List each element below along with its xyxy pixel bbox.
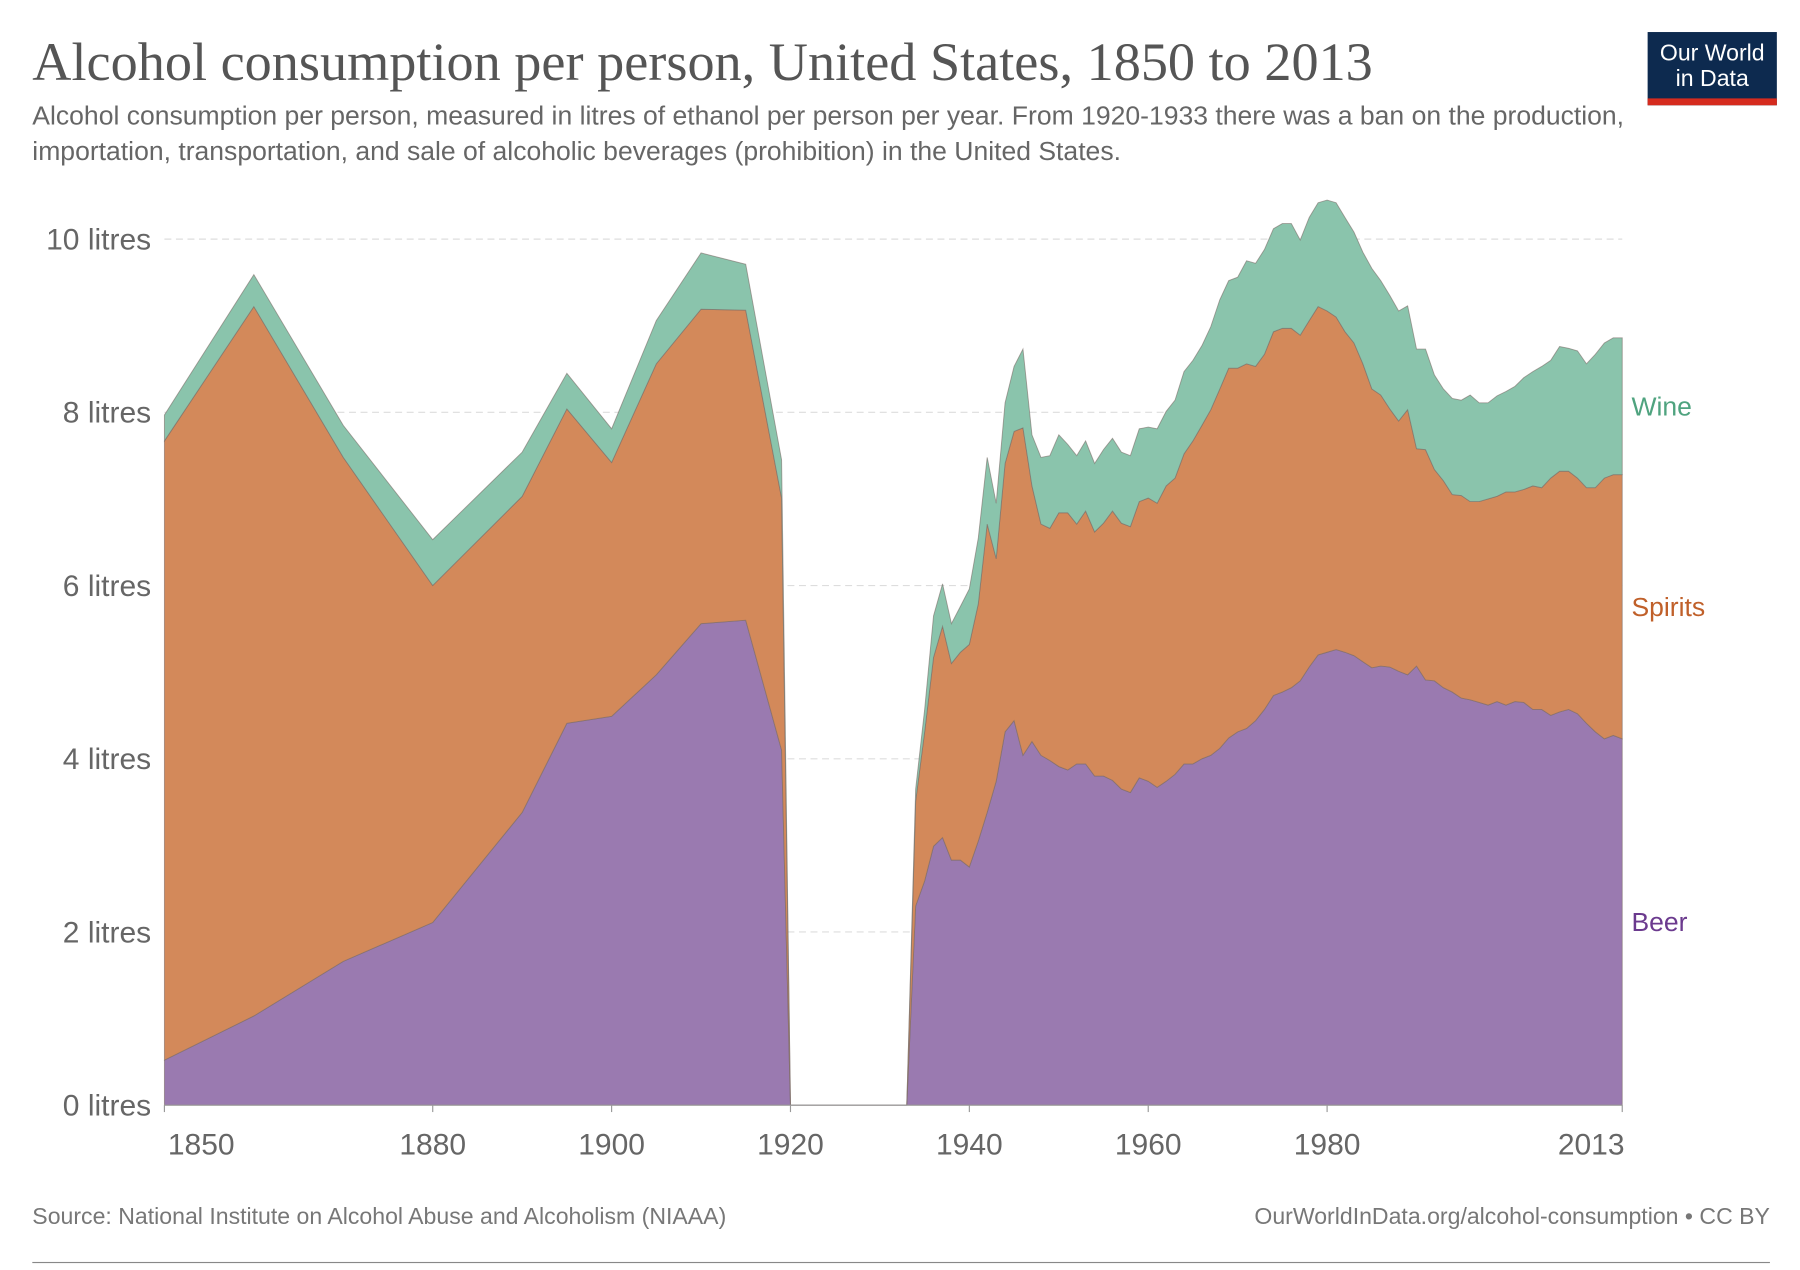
y-tick-label: 0 litres — [63, 1090, 151, 1123]
x-tick-label: 1940 — [936, 1129, 1003, 1162]
logo-line-2: in Data — [1675, 66, 1749, 92]
series-label-spirits: Spirits — [1631, 592, 1705, 622]
y-tick-label: 10 litres — [46, 224, 151, 257]
x-tick-label: 2013 — [1558, 1129, 1625, 1162]
bottom-divider — [32, 1261, 1770, 1264]
series-labels: Beer Spirits Wine — [1631, 392, 1705, 938]
x-tick-label: 1900 — [578, 1129, 645, 1162]
license-link[interactable]: OurWorldInData.org/alcohol-consumption •… — [1254, 1204, 1770, 1230]
area-wine[interactable] — [163, 199, 1623, 1106]
series-label-beer: Beer — [1631, 907, 1687, 937]
chart-subtitle: Alcohol consumption per person, measured… — [32, 100, 1625, 166]
logo-line-1: Our World — [1659, 41, 1765, 67]
y-axis-ticks: 0 litres 2 litres 4 litres 6 litres 8 litres… — [46, 224, 151, 1123]
y-tick-label: 8 litres — [63, 397, 151, 430]
x-tick-label: 1880 — [399, 1129, 466, 1162]
x-tick-label: 1980 — [1294, 1129, 1361, 1162]
source-note: Source: National Institute on Alcohol Ab… — [32, 1204, 727, 1230]
owid-logo[interactable]: Our World in Data — [1647, 32, 1777, 106]
x-tick-label: 1850 — [168, 1129, 235, 1162]
x-tick-label: 1920 — [757, 1129, 824, 1162]
y-tick-label: 4 litres — [63, 743, 151, 776]
series-label-wine: Wine — [1631, 392, 1691, 422]
x-tick-label: 1960 — [1115, 1129, 1182, 1162]
y-tick-label: 6 litres — [63, 570, 151, 603]
chart-title: Alcohol consumption per person, United S… — [32, 33, 1373, 93]
x-axis-ticks: 1850 1880 1900 1920 1940 1960 1980 2013 — [163, 1104, 1625, 1162]
y-tick-label: 2 litres — [63, 916, 151, 949]
stacked-areas — [163, 199, 1623, 1106]
